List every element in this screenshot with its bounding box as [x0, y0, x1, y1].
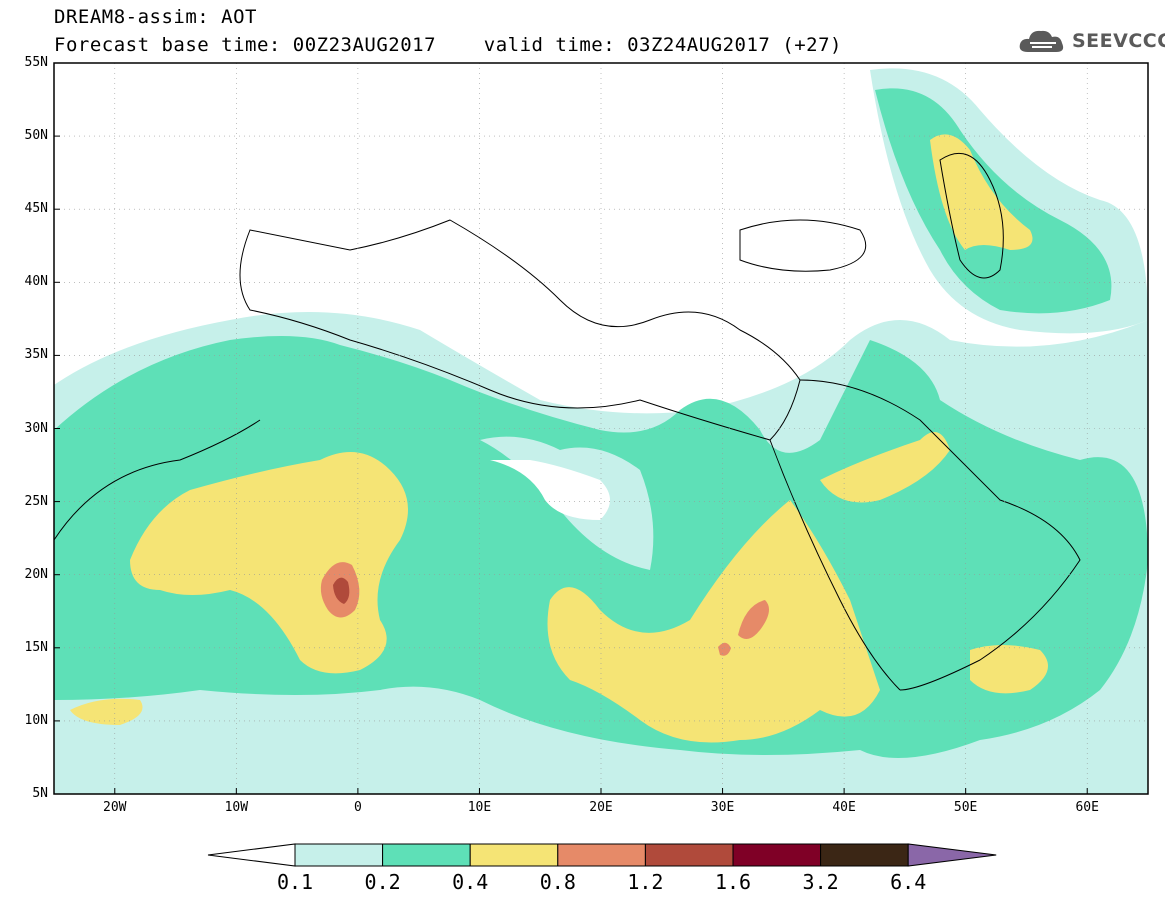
lat-label: 45N — [24, 201, 48, 217]
colorbar-segment — [557, 843, 646, 867]
colorbar-label: 1.2 — [627, 870, 664, 894]
colorbar-segment — [382, 843, 471, 867]
lat-label: 40N — [24, 274, 48, 290]
aot-gap-white — [490, 460, 610, 520]
aot-band-0.4-yemen — [970, 645, 1048, 694]
colorbar-label: 0.2 — [364, 870, 401, 894]
colorbar — [207, 843, 997, 867]
lon-label: 10E — [467, 800, 492, 815]
aot-band-0.8-sudan-small — [718, 642, 731, 656]
aot-band-0.4-senegal — [70, 698, 143, 725]
aot-band-0.8-sudan — [738, 600, 769, 639]
aot-contours — [54, 68, 1148, 794]
lon-label: 40E — [832, 800, 856, 815]
colorbar-label: 3.2 — [802, 870, 839, 894]
colorbar-label: 1.6 — [714, 870, 752, 894]
aot-band-1.2-mali — [333, 577, 350, 604]
coastline-black-sea — [739, 219, 867, 272]
lat-label: 15N — [24, 639, 48, 655]
lat-label: 20N — [24, 566, 48, 582]
colorbar-label: 0.4 — [452, 870, 489, 894]
lon-label: 20W — [103, 800, 127, 815]
coastline-mediterranean — [239, 219, 801, 441]
lat-label: 30N — [24, 420, 48, 436]
colorbar-segment — [820, 843, 909, 867]
aot-band-0.4-sudan — [547, 500, 880, 743]
forecast-time-line: Forecast base time: 00Z23AUG2017 valid t… — [54, 34, 842, 56]
logo-text: SEEVCCC — [1072, 30, 1165, 52]
seevccc-logo: SEEVCCC — [1018, 26, 1165, 56]
lon-label: 30E — [710, 800, 735, 815]
aot-band-0.4-arabia — [820, 432, 950, 503]
aot-band-0.4-caspian — [930, 134, 1033, 250]
lon-label: 60E — [1075, 800, 1099, 815]
lat-label: 5N — [32, 786, 48, 801]
axis-ticks — [54, 62, 1088, 795]
colorbar-segment — [294, 843, 384, 867]
lon-label: 0 — [353, 800, 362, 815]
map-gridlines — [54, 63, 1148, 794]
colorbar-under-triangle — [207, 843, 296, 867]
colorbar-segment — [732, 843, 822, 867]
colorbar-segment — [469, 843, 559, 867]
cloud-icon — [1019, 30, 1064, 52]
lat-label: 35N — [24, 347, 48, 363]
coastline-caspian — [939, 152, 1004, 279]
lon-label: 20E — [589, 800, 613, 815]
coastline-arabia — [799, 379, 1081, 691]
lat-label: 50N — [24, 128, 48, 144]
lon-label: 50E — [953, 800, 978, 815]
map-title: DREAM8-assim: AOT — [54, 6, 257, 28]
aot-band-0.4-sahara — [130, 452, 408, 674]
coastline-red-sea — [769, 439, 901, 691]
colorbar-label: 6.4 — [890, 870, 927, 894]
colorbar-label: 0.1 — [276, 870, 314, 894]
lat-label: 10N — [24, 712, 48, 728]
colorbar-over-triangle — [907, 843, 997, 867]
lat-label: 55N — [24, 55, 48, 70]
lon-label: 10W — [224, 800, 249, 815]
colorbar-label: 0.8 — [539, 870, 576, 894]
lat-label: 25N — [24, 493, 48, 509]
colorbar-segment — [644, 843, 734, 867]
